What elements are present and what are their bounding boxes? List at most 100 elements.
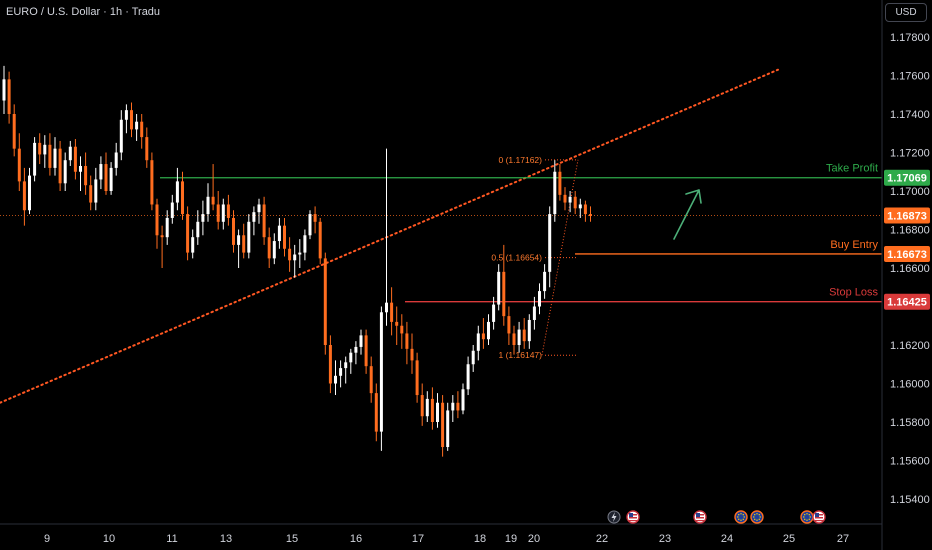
candle[interactable] <box>206 183 210 222</box>
candle[interactable] <box>512 325 516 355</box>
candle[interactable] <box>232 210 235 253</box>
time-axis[interactable]: 9 10 11 13 15 16 17 18 19 20 22 23 24 25 27 <box>44 533 849 545</box>
candle[interactable] <box>33 137 37 182</box>
candle[interactable] <box>532 296 536 330</box>
candle[interactable] <box>7 71 11 124</box>
candle[interactable] <box>461 383 465 415</box>
candle[interactable] <box>390 287 394 336</box>
candle[interactable] <box>242 223 246 259</box>
candle[interactable] <box>221 198 225 230</box>
candle[interactable] <box>109 162 113 195</box>
candle[interactable] <box>379 306 383 451</box>
candle[interactable] <box>589 206 592 222</box>
candle[interactable] <box>191 229 195 259</box>
eu-flag-icon[interactable] <box>734 510 748 524</box>
candle[interactable] <box>38 133 42 165</box>
candle[interactable] <box>135 114 139 141</box>
candle[interactable] <box>369 356 373 403</box>
candle[interactable] <box>283 217 286 257</box>
candle[interactable] <box>471 345 475 372</box>
ascending-trendline[interactable] <box>0 68 779 404</box>
candle[interactable] <box>410 333 414 374</box>
economic-events[interactable] <box>607 510 826 524</box>
candle[interactable] <box>165 210 169 245</box>
candle[interactable] <box>578 198 582 218</box>
candle[interactable] <box>272 233 276 265</box>
candle[interactable] <box>395 306 399 346</box>
candle[interactable] <box>267 227 271 268</box>
candle[interactable] <box>119 110 123 161</box>
candle[interactable] <box>150 152 154 211</box>
candle[interactable] <box>277 217 281 249</box>
candle[interactable] <box>568 191 572 213</box>
candle[interactable] <box>43 135 47 168</box>
candle[interactable] <box>476 325 480 361</box>
currency-button[interactable]: USD <box>885 3 927 22</box>
candle[interactable] <box>441 395 445 457</box>
candle[interactable] <box>405 321 409 365</box>
price-axis[interactable]: 1.17800 1.17600 1.17400 1.17200 1.17000 1.168… <box>890 32 930 506</box>
candle[interactable] <box>487 314 490 345</box>
candle[interactable] <box>583 200 587 222</box>
candle[interactable] <box>89 175 93 211</box>
candle[interactable] <box>12 104 16 157</box>
candle[interactable] <box>349 348 353 374</box>
candle[interactable] <box>339 360 343 388</box>
candle[interactable] <box>318 217 322 265</box>
candle[interactable] <box>334 360 337 396</box>
candle[interactable] <box>226 194 230 226</box>
candle[interactable] <box>374 383 378 442</box>
candle[interactable] <box>502 244 506 326</box>
candle[interactable] <box>155 198 159 249</box>
candle[interactable] <box>323 252 327 355</box>
candle[interactable] <box>354 341 358 365</box>
candle[interactable] <box>84 152 88 195</box>
candle[interactable] <box>247 214 251 259</box>
candle[interactable] <box>262 196 266 245</box>
candle[interactable] <box>257 198 261 224</box>
candle[interactable] <box>58 140 62 191</box>
candle[interactable] <box>293 244 297 278</box>
candle[interactable] <box>124 104 128 134</box>
candle[interactable] <box>216 191 220 230</box>
candle[interactable] <box>160 225 164 268</box>
candle[interactable] <box>114 142 118 176</box>
candle[interactable] <box>548 206 552 288</box>
candle[interactable] <box>170 194 174 224</box>
candle[interactable] <box>2 65 6 114</box>
projection-arrow-icon[interactable] <box>673 189 702 240</box>
candle[interactable] <box>466 356 470 396</box>
candle[interactable] <box>436 393 439 428</box>
candle[interactable] <box>400 314 404 349</box>
candle[interactable] <box>481 318 485 349</box>
candle[interactable] <box>303 229 307 261</box>
candle[interactable] <box>425 391 429 422</box>
candle[interactable] <box>558 164 562 201</box>
candle[interactable] <box>68 140 72 166</box>
us-flag-icon[interactable] <box>693 510 707 524</box>
eu-flag-icon[interactable] <box>800 510 814 524</box>
candle[interactable] <box>186 206 190 261</box>
candle[interactable] <box>527 314 531 349</box>
candle[interactable] <box>497 264 501 311</box>
candle[interactable] <box>22 167 26 226</box>
candle[interactable] <box>130 102 133 138</box>
candle[interactable] <box>563 187 567 211</box>
candle[interactable] <box>48 133 52 176</box>
candle[interactable] <box>175 167 179 211</box>
candle[interactable] <box>298 239 302 268</box>
candle[interactable] <box>328 335 332 394</box>
candle[interactable] <box>53 137 57 176</box>
candle[interactable] <box>364 329 368 374</box>
candle[interactable] <box>359 329 363 355</box>
candle[interactable] <box>145 127 149 168</box>
candle[interactable] <box>288 237 292 272</box>
candle[interactable] <box>308 210 312 240</box>
candle[interactable] <box>211 164 215 211</box>
candle[interactable] <box>28 167 31 215</box>
candle[interactable] <box>507 306 511 346</box>
candle[interactable] <box>313 206 317 234</box>
candle[interactable] <box>415 352 419 403</box>
candle[interactable] <box>73 139 77 180</box>
candle[interactable] <box>196 210 200 245</box>
